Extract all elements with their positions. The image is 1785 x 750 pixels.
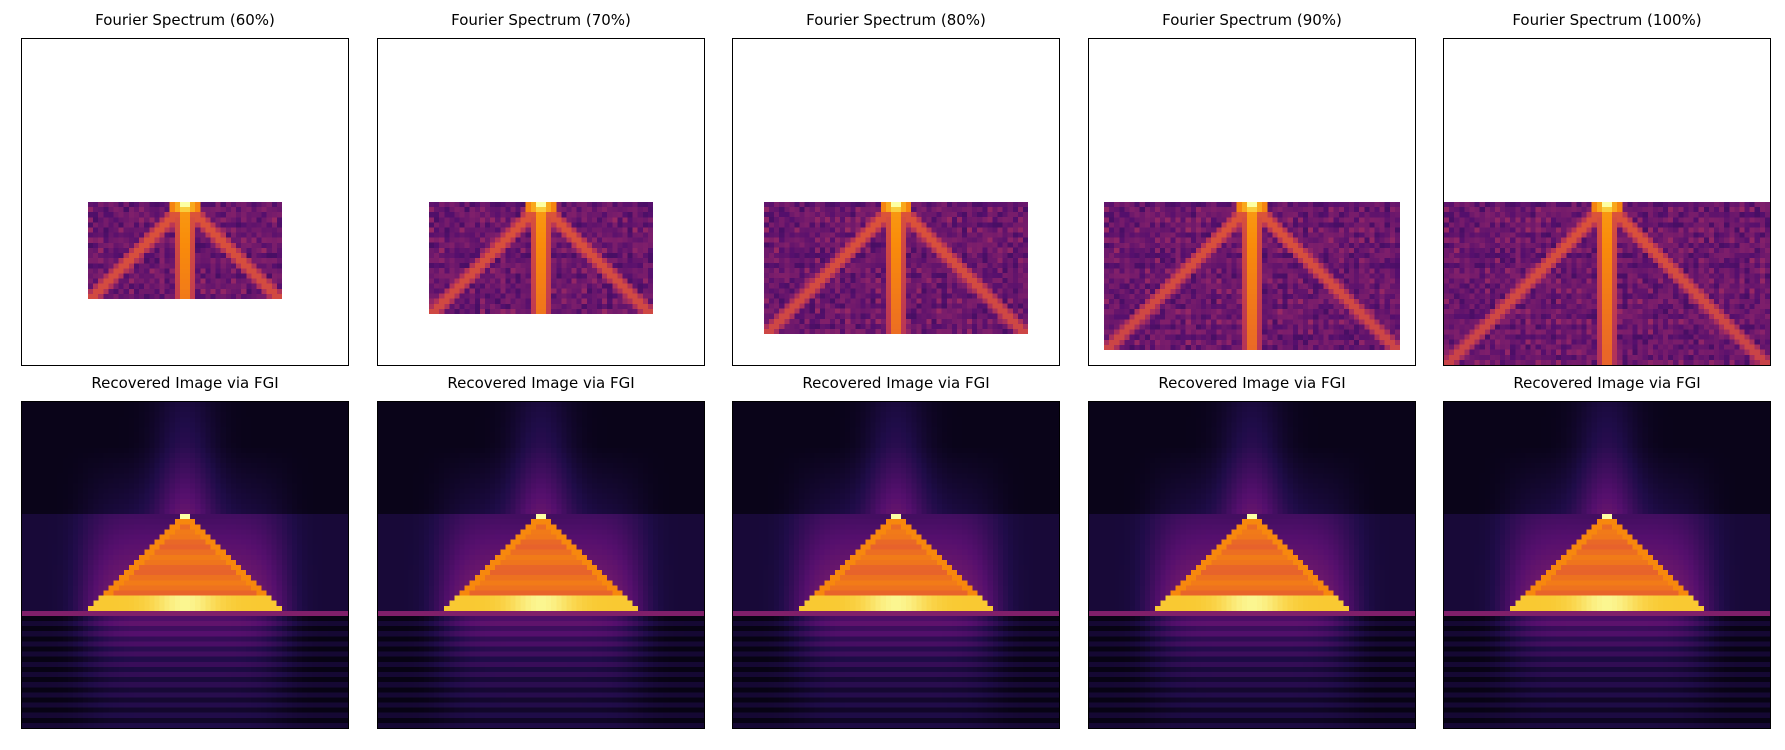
recovered-panel-100: Recovered Image via FGI <box>1443 374 1771 729</box>
spectrum-panel-60: Fourier Spectrum (60%) <box>21 11 349 366</box>
plot-area <box>21 401 349 729</box>
recovered-heatmap <box>378 402 704 728</box>
spectrum-heatmap <box>428 202 654 315</box>
plot-area <box>1443 38 1771 366</box>
panel-title: Recovered Image via FGI <box>1513 374 1701 392</box>
recovered-heatmap <box>733 402 1059 728</box>
spectrum-panel-90: Fourier Spectrum (90%) <box>1088 11 1416 366</box>
recovered-panel-80: Recovered Image via FGI <box>732 374 1060 729</box>
panel-title: Fourier Spectrum (90%) <box>1162 11 1342 29</box>
spectrum-panel-80: Fourier Spectrum (80%) <box>732 11 1060 366</box>
panel-title: Fourier Spectrum (60%) <box>95 11 275 29</box>
plot-area <box>1088 38 1416 366</box>
panel-title: Fourier Spectrum (100%) <box>1512 11 1702 29</box>
recovered-heatmap <box>1444 402 1770 728</box>
plot-area <box>1088 401 1416 729</box>
recovered-panel-70: Recovered Image via FGI <box>377 374 705 729</box>
plot-area <box>1443 401 1771 729</box>
spectrum-panel-70: Fourier Spectrum (70%) <box>377 11 705 366</box>
recovered-heatmap <box>22 402 348 728</box>
plot-area <box>377 38 705 366</box>
recovered-panel-60: Recovered Image via FGI <box>21 374 349 729</box>
panel-title: Recovered Image via FGI <box>447 374 635 392</box>
panel-title: Recovered Image via FGI <box>1158 374 1346 392</box>
plot-area <box>21 38 349 366</box>
panel-title: Recovered Image via FGI <box>91 374 279 392</box>
panel-title: Fourier Spectrum (70%) <box>451 11 631 29</box>
recovered-heatmap <box>1089 402 1415 728</box>
plot-area <box>732 401 1060 729</box>
panel-title: Fourier Spectrum (80%) <box>806 11 986 29</box>
spectrum-heatmap <box>88 202 282 299</box>
plot-area <box>377 401 705 729</box>
panel-title: Recovered Image via FGI <box>802 374 990 392</box>
spectrum-heatmap <box>1104 202 1400 350</box>
plot-area <box>732 38 1060 366</box>
spectrum-heatmap <box>1444 202 1770 365</box>
spectrum-panel-100: Fourier Spectrum (100%) <box>1443 11 1771 366</box>
recovered-panel-90: Recovered Image via FGI <box>1088 374 1416 729</box>
spectrum-heatmap <box>763 202 1029 335</box>
